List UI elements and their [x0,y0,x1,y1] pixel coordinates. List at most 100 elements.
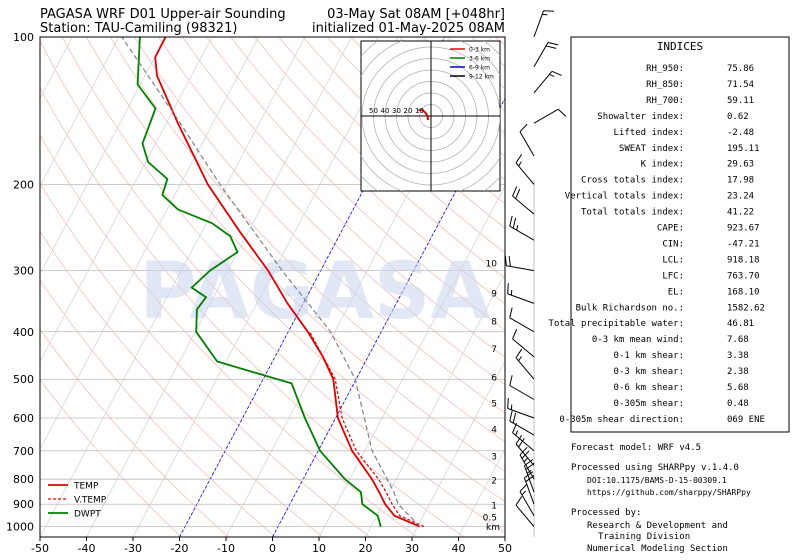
index-label: Vertical totals index: [565,192,684,202]
index-label: EL: [668,287,684,297]
index-label: 0-1 km shear: [614,351,684,361]
isotherm [411,360,505,537]
wind-barb [523,471,535,505]
ring-label: 20 [404,107,413,115]
x-tick-label: 40 [452,542,466,555]
wind-barb [515,496,535,527]
y-tick-label: 100 [13,31,34,44]
height-label: 9 [491,289,497,299]
footer-line: Forecast model: WRF v4.5 [571,443,701,453]
dry-adiabat [182,37,505,358]
dry-adiabat [40,379,182,537]
index-label: 0-6 km shear: [614,383,684,393]
barb-full [515,496,523,506]
title: PAGASA WRF D01 Upper-air Sounding [40,7,286,22]
index-value: 17.98 [727,176,754,186]
wind-barb [533,41,559,67]
isotherm [40,37,213,363]
dry-adiabat [40,230,323,537]
wind-barb [519,483,535,516]
hodograph-legend-label: 3-6 km [469,56,490,63]
height-label: 7 [491,345,497,355]
barb-half [523,457,528,463]
barb-full [509,375,513,386]
index-label: Total totals index: [581,208,684,218]
barb-staff [507,407,535,419]
y-tick-label: 800 [13,473,34,486]
index-value: 3.38 [727,351,749,361]
barb-full [507,397,509,409]
index-value: 41.22 [727,208,754,218]
isotherm [40,37,306,537]
wind-barb [515,153,535,185]
barb-staff [533,71,553,94]
wind-barbs [504,10,567,537]
footer: Forecast model: WRF v4.5 Processed using … [571,443,751,554]
index-label: RH_850: [646,80,684,90]
barb-full [515,435,523,445]
wind-barb [519,446,535,480]
title-right: 03-May Sat 08AM [+048hr] [327,7,505,22]
legend-label: V.TEMP [74,496,107,506]
ring-label: 10 [415,107,424,115]
height-label: 8 [491,317,497,327]
footer-line: Processed using SHARPpy v.1.4.0 [571,463,739,473]
footer-line: Processed by: [571,508,641,518]
barb-staff [519,131,535,157]
profile-line [136,37,382,527]
watermark: PAGASA [139,247,490,337]
index-value: 29.63 [727,160,754,170]
height-unit: km [486,523,500,533]
wind-barb [509,375,535,400]
hodograph-legend-label: 0-3 km [469,47,490,54]
ring-label: 50 [369,107,378,115]
height-label: 1 [491,502,497,512]
wind-barb [519,123,535,157]
y-tick-label: 500 [13,373,34,386]
x-tick-label: 50 [498,542,512,555]
index-label: 0-305m shear: [614,399,684,409]
index-value: 763.70 [727,271,760,281]
barb-staff [519,491,535,516]
legend-label: DWPT [74,510,101,520]
x-tick-label: 0 [269,542,276,555]
barb-staff [519,454,535,480]
isotherm [318,185,505,537]
index-value: 069 ENE [727,415,765,425]
wind-barb [504,255,535,272]
index-label: 0-3 km shear: [614,367,684,377]
wind-barb [515,348,535,380]
barb-full [525,475,535,483]
profile-line [309,331,425,528]
index-value: 918.18 [727,255,760,265]
isotherm [132,37,399,537]
barb-half [521,490,526,496]
dry-adiabat [278,37,505,254]
barb-staff [515,162,535,185]
index-label: 0-305m shear direction: [559,415,684,425]
x-tick-label: -20 [171,542,189,555]
footer-line: https://github.com/sharppy/SHARPpy [587,488,751,497]
y-tick-label: 400 [13,326,34,339]
y-tick-label: 200 [13,178,34,191]
barb-full [521,450,530,459]
x-tick-label: 30 [405,542,419,555]
subtitle: Station: TAU-Camiling (98321) [40,21,237,36]
barb-staff [523,477,535,505]
barb-full [547,41,559,46]
barb-staff [515,504,535,527]
barb-staff [509,317,535,333]
hodograph-legend-label: 6-9 km [469,65,490,72]
height-label: 0.5 [483,514,497,524]
index-label: RH_950: [646,64,684,74]
wind-barb [533,10,555,38]
barb-full [545,45,557,49]
index-value: 168.10 [727,287,760,297]
barb-staff [533,108,559,124]
index-value: -2.48 [727,128,754,138]
index-value: 59.11 [727,96,754,106]
barb-staff [512,432,535,452]
y-tick-label: 300 [13,265,34,278]
barb-full [512,217,517,229]
